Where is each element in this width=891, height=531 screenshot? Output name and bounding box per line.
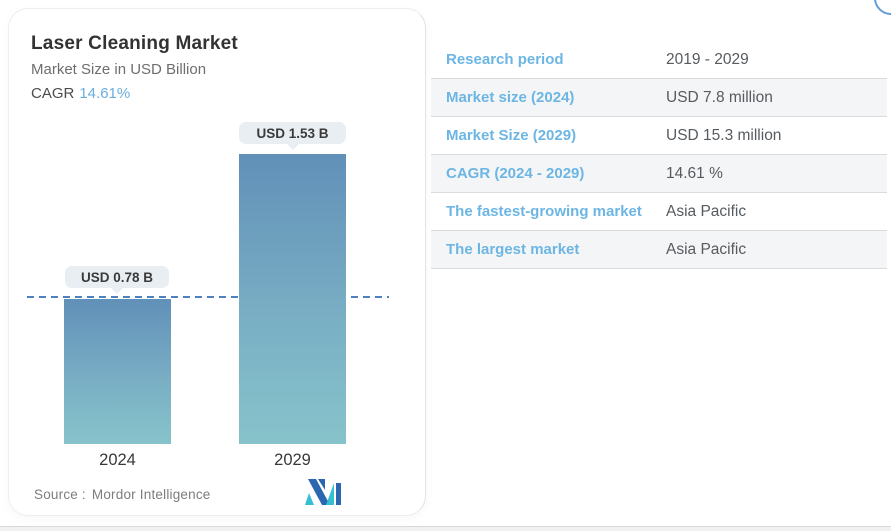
- market-chart-card: Laser Cleaning Market Market Size in USD…: [8, 8, 426, 516]
- fact-label: CAGR (2024 - 2029): [446, 165, 585, 182]
- table-row: The fastest-growing market Asia Pacific: [431, 193, 887, 231]
- fact-value: USD 7.8 million: [666, 88, 773, 106]
- fact-value: 2019 - 2029: [666, 50, 749, 68]
- mordor-intelligence-logo-icon: [305, 479, 341, 505]
- fact-label: Market size (2024): [446, 89, 575, 106]
- page-title: Laser Cleaning Market: [31, 33, 238, 54]
- chart-subtitle: Market Size in USD Billion: [31, 61, 207, 78]
- cagr-label: CAGR: [31, 85, 75, 102]
- bottom-divider-strip: [0, 526, 891, 531]
- fact-label: The fastest-growing market: [446, 203, 642, 220]
- fact-value: 14.61 %: [666, 164, 723, 182]
- fact-value: Asia Pacific: [666, 202, 747, 220]
- table-row: The largest market Asia Pacific: [431, 231, 887, 269]
- source-label: Source :: [34, 487, 86, 502]
- table-row: CAGR (2024 - 2029) 14.61 %: [431, 155, 887, 193]
- fact-value: USD 15.3 million: [666, 126, 782, 144]
- bar-chart: USD 0.78 B USD 1.53 B 2024 2029: [9, 9, 427, 517]
- fact-value: Asia Pacific: [666, 240, 747, 258]
- value-label-2024: USD 0.78 B: [65, 266, 169, 288]
- table-row: Research period 2019 - 2029: [431, 41, 887, 79]
- bar-2029[interactable]: [239, 154, 346, 444]
- value-label-2029: USD 1.53 B: [239, 122, 346, 144]
- bar-2024[interactable]: [64, 299, 171, 444]
- x-tick-2029: 2029: [274, 451, 311, 469]
- source-value: Mordor Intelligence: [91, 487, 211, 502]
- fact-label: Research period: [446, 51, 564, 68]
- market-facts-table: Research period 2019 - 2029 Market size …: [431, 41, 887, 269]
- source-attribution: Source : Mordor Intelligence: [34, 487, 211, 502]
- reference-dashed-line: [27, 296, 389, 298]
- x-tick-2024: 2024: [99, 451, 136, 469]
- table-row: Market Size (2029) USD 15.3 million: [431, 117, 887, 155]
- cagr-value: 14.61%: [79, 85, 131, 102]
- fact-label: Market Size (2029): [446, 127, 577, 144]
- corner-circle-decoration: [874, 0, 891, 15]
- fact-label: The largest market: [446, 241, 580, 258]
- cagr-line: CAGR 14.61%: [31, 85, 130, 102]
- table-row: Market size (2024) USD 7.8 million: [431, 79, 887, 117]
